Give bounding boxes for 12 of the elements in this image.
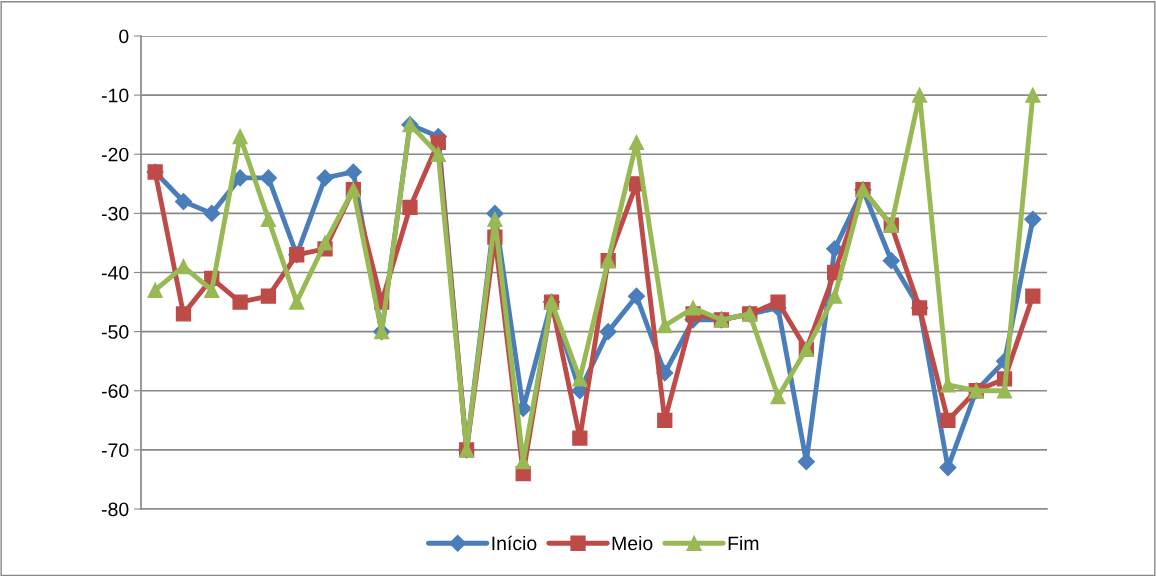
legend-label: Fim (728, 535, 759, 551)
y-tick-label: -20 (101, 147, 129, 162)
y-tick-label: 0 (119, 29, 129, 44)
y-tick-label: -40 (101, 265, 129, 280)
legend-label: Meio (612, 535, 653, 551)
y-tick-label: -70 (101, 443, 129, 458)
y-tick-label: -80 (101, 502, 129, 517)
y-tick-label: -30 (101, 206, 129, 221)
y-tick-label: -50 (101, 325, 129, 339)
legend-label: Início (492, 535, 537, 551)
y-tick-label: -60 (101, 384, 129, 398)
y-tick-label: -10 (101, 88, 129, 103)
